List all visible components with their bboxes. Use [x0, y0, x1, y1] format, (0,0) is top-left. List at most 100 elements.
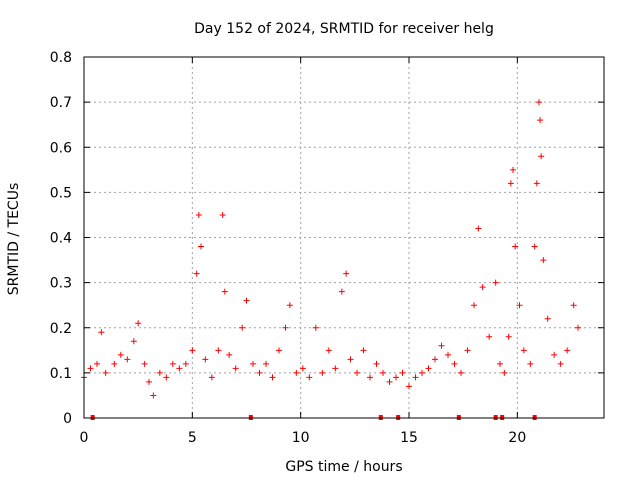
data-point	[432, 356, 438, 363]
data-point	[124, 356, 131, 363]
data-point	[510, 166, 516, 173]
data-point	[208, 374, 215, 381]
data-point	[475, 225, 482, 232]
x-tick-label: 5	[188, 430, 197, 446]
data-point	[263, 360, 269, 367]
data-point	[386, 378, 393, 385]
data-point	[520, 347, 527, 354]
data-point	[325, 347, 332, 354]
data-point	[399, 369, 406, 376]
data-point	[537, 117, 544, 124]
data-point	[531, 243, 538, 250]
data-point	[219, 211, 226, 218]
ticks	[83, 56, 604, 419]
data-point	[215, 347, 222, 354]
data-point	[243, 297, 250, 304]
data-point	[269, 374, 276, 381]
data-point	[193, 270, 200, 277]
data-point	[256, 369, 263, 376]
data-point	[98, 329, 105, 336]
data-point	[338, 288, 345, 295]
data-point	[343, 270, 350, 277]
x-axis-label: GPS time / hours	[285, 459, 402, 475]
data-point	[312, 324, 319, 331]
data-point	[557, 360, 564, 367]
y-tick-label: 0.3	[50, 276, 72, 292]
data-point	[87, 365, 94, 372]
data-point	[425, 365, 432, 372]
data-point	[373, 360, 380, 367]
y-tick-label: 0.2	[50, 321, 72, 337]
data-point	[458, 369, 464, 376]
data-point	[536, 99, 542, 106]
data-point	[497, 360, 503, 367]
data-point	[195, 211, 202, 218]
data-point	[451, 360, 458, 367]
data-point	[286, 302, 293, 309]
data-point	[150, 392, 157, 399]
data-point	[527, 360, 534, 367]
data-point	[176, 365, 183, 372]
data-point	[492, 279, 499, 286]
data-point	[412, 374, 419, 381]
data-point	[393, 374, 399, 381]
chart-title: Day 152 of 2024, SRMTID for receiver hel…	[194, 21, 494, 37]
data-point	[544, 315, 551, 322]
data-point	[250, 360, 256, 367]
data-point	[146, 378, 152, 385]
data-point	[540, 257, 547, 264]
data-point	[486, 333, 493, 340]
y-tick-label: 0.4	[50, 231, 72, 247]
data-point	[438, 342, 445, 349]
data-point	[189, 347, 196, 354]
data-point	[367, 374, 373, 381]
series	[81, 99, 581, 399]
data-point	[507, 180, 514, 187]
data-point	[198, 243, 204, 250]
data-point	[117, 351, 124, 358]
data-point	[141, 360, 148, 367]
y-tick-label: 0.5	[50, 185, 72, 201]
data-point	[512, 243, 519, 250]
data-point	[182, 360, 189, 367]
data-point	[169, 360, 176, 367]
data-point	[551, 351, 558, 358]
data-point	[221, 288, 228, 295]
y-tick-label: 0	[63, 411, 72, 427]
data-point	[570, 302, 577, 309]
data-point	[354, 369, 360, 376]
data-point	[276, 347, 282, 354]
x-tick-label: 10	[292, 430, 310, 446]
data-point	[332, 365, 339, 372]
data-point	[575, 324, 581, 331]
data-point	[102, 369, 109, 376]
data-point	[232, 365, 239, 372]
data-point	[464, 347, 471, 354]
data-point	[239, 324, 246, 331]
data-point	[319, 369, 326, 376]
data-point	[130, 338, 137, 345]
data-point	[135, 320, 142, 327]
x-tick-label: 15	[400, 430, 418, 446]
data-point	[360, 347, 367, 354]
data-point	[445, 351, 451, 358]
x-tick-label: 0	[80, 430, 89, 446]
grid	[84, 57, 604, 418]
data-point	[533, 180, 540, 187]
data-point	[501, 369, 508, 376]
data-point	[163, 374, 170, 381]
data-point	[471, 302, 477, 309]
data-point	[564, 347, 571, 354]
data-point	[419, 369, 425, 376]
data-point	[516, 302, 523, 309]
data-point	[293, 369, 300, 376]
data-point	[111, 360, 118, 367]
y-tick-label: 0.1	[50, 366, 72, 382]
data-point	[282, 324, 289, 331]
data-point	[505, 333, 512, 340]
data-point	[538, 153, 545, 160]
y-tick-label: 0.8	[50, 50, 72, 66]
data-point	[202, 356, 209, 363]
